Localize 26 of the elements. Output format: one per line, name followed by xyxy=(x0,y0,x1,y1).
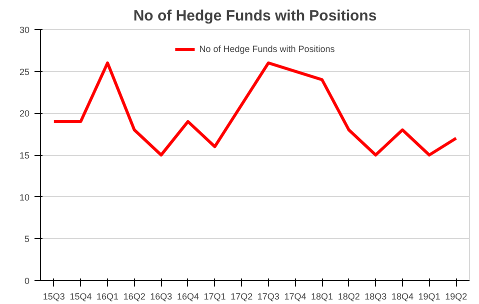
x-tick-label: 18Q1 xyxy=(311,292,334,302)
y-tick-label: 10 xyxy=(19,192,30,202)
x-tick-label: 19Q1 xyxy=(418,292,440,302)
x-tick-label: 16Q3 xyxy=(150,292,172,302)
x-tick-label: 17Q1 xyxy=(204,292,226,302)
x-tick-label: 17Q4 xyxy=(284,292,306,302)
y-tick-label: 20 xyxy=(19,108,30,119)
x-tick-label: 18Q4 xyxy=(391,292,414,302)
x-tick-label: 16Q4 xyxy=(176,292,199,302)
line-series xyxy=(52,61,458,156)
x-tick-label: 15Q4 xyxy=(70,292,92,302)
legend-label: No of Hedge Funds with Positions xyxy=(199,44,335,54)
x-tick-label: 17Q2 xyxy=(230,292,253,302)
x-tick-label: 17Q3 xyxy=(257,292,280,302)
x-tick-label: 19Q2 xyxy=(445,292,468,302)
y-tick-label: 30 xyxy=(19,25,30,35)
x-tick-label: 16Q2 xyxy=(123,292,146,302)
x-tick-label: 18Q3 xyxy=(364,292,387,302)
y-tick-label: 5 xyxy=(24,234,30,244)
x-tick-label: 16Q1 xyxy=(96,292,119,302)
chart-title: No of Hedge Funds with Positions xyxy=(133,8,377,24)
x-tick-label: 15Q3 xyxy=(42,292,65,302)
y-tick-label: 25 xyxy=(19,66,30,77)
x-tick-label: 18Q2 xyxy=(338,292,360,302)
y-tick-label: 0 xyxy=(24,276,30,286)
y-tick-label: 15 xyxy=(19,150,30,160)
